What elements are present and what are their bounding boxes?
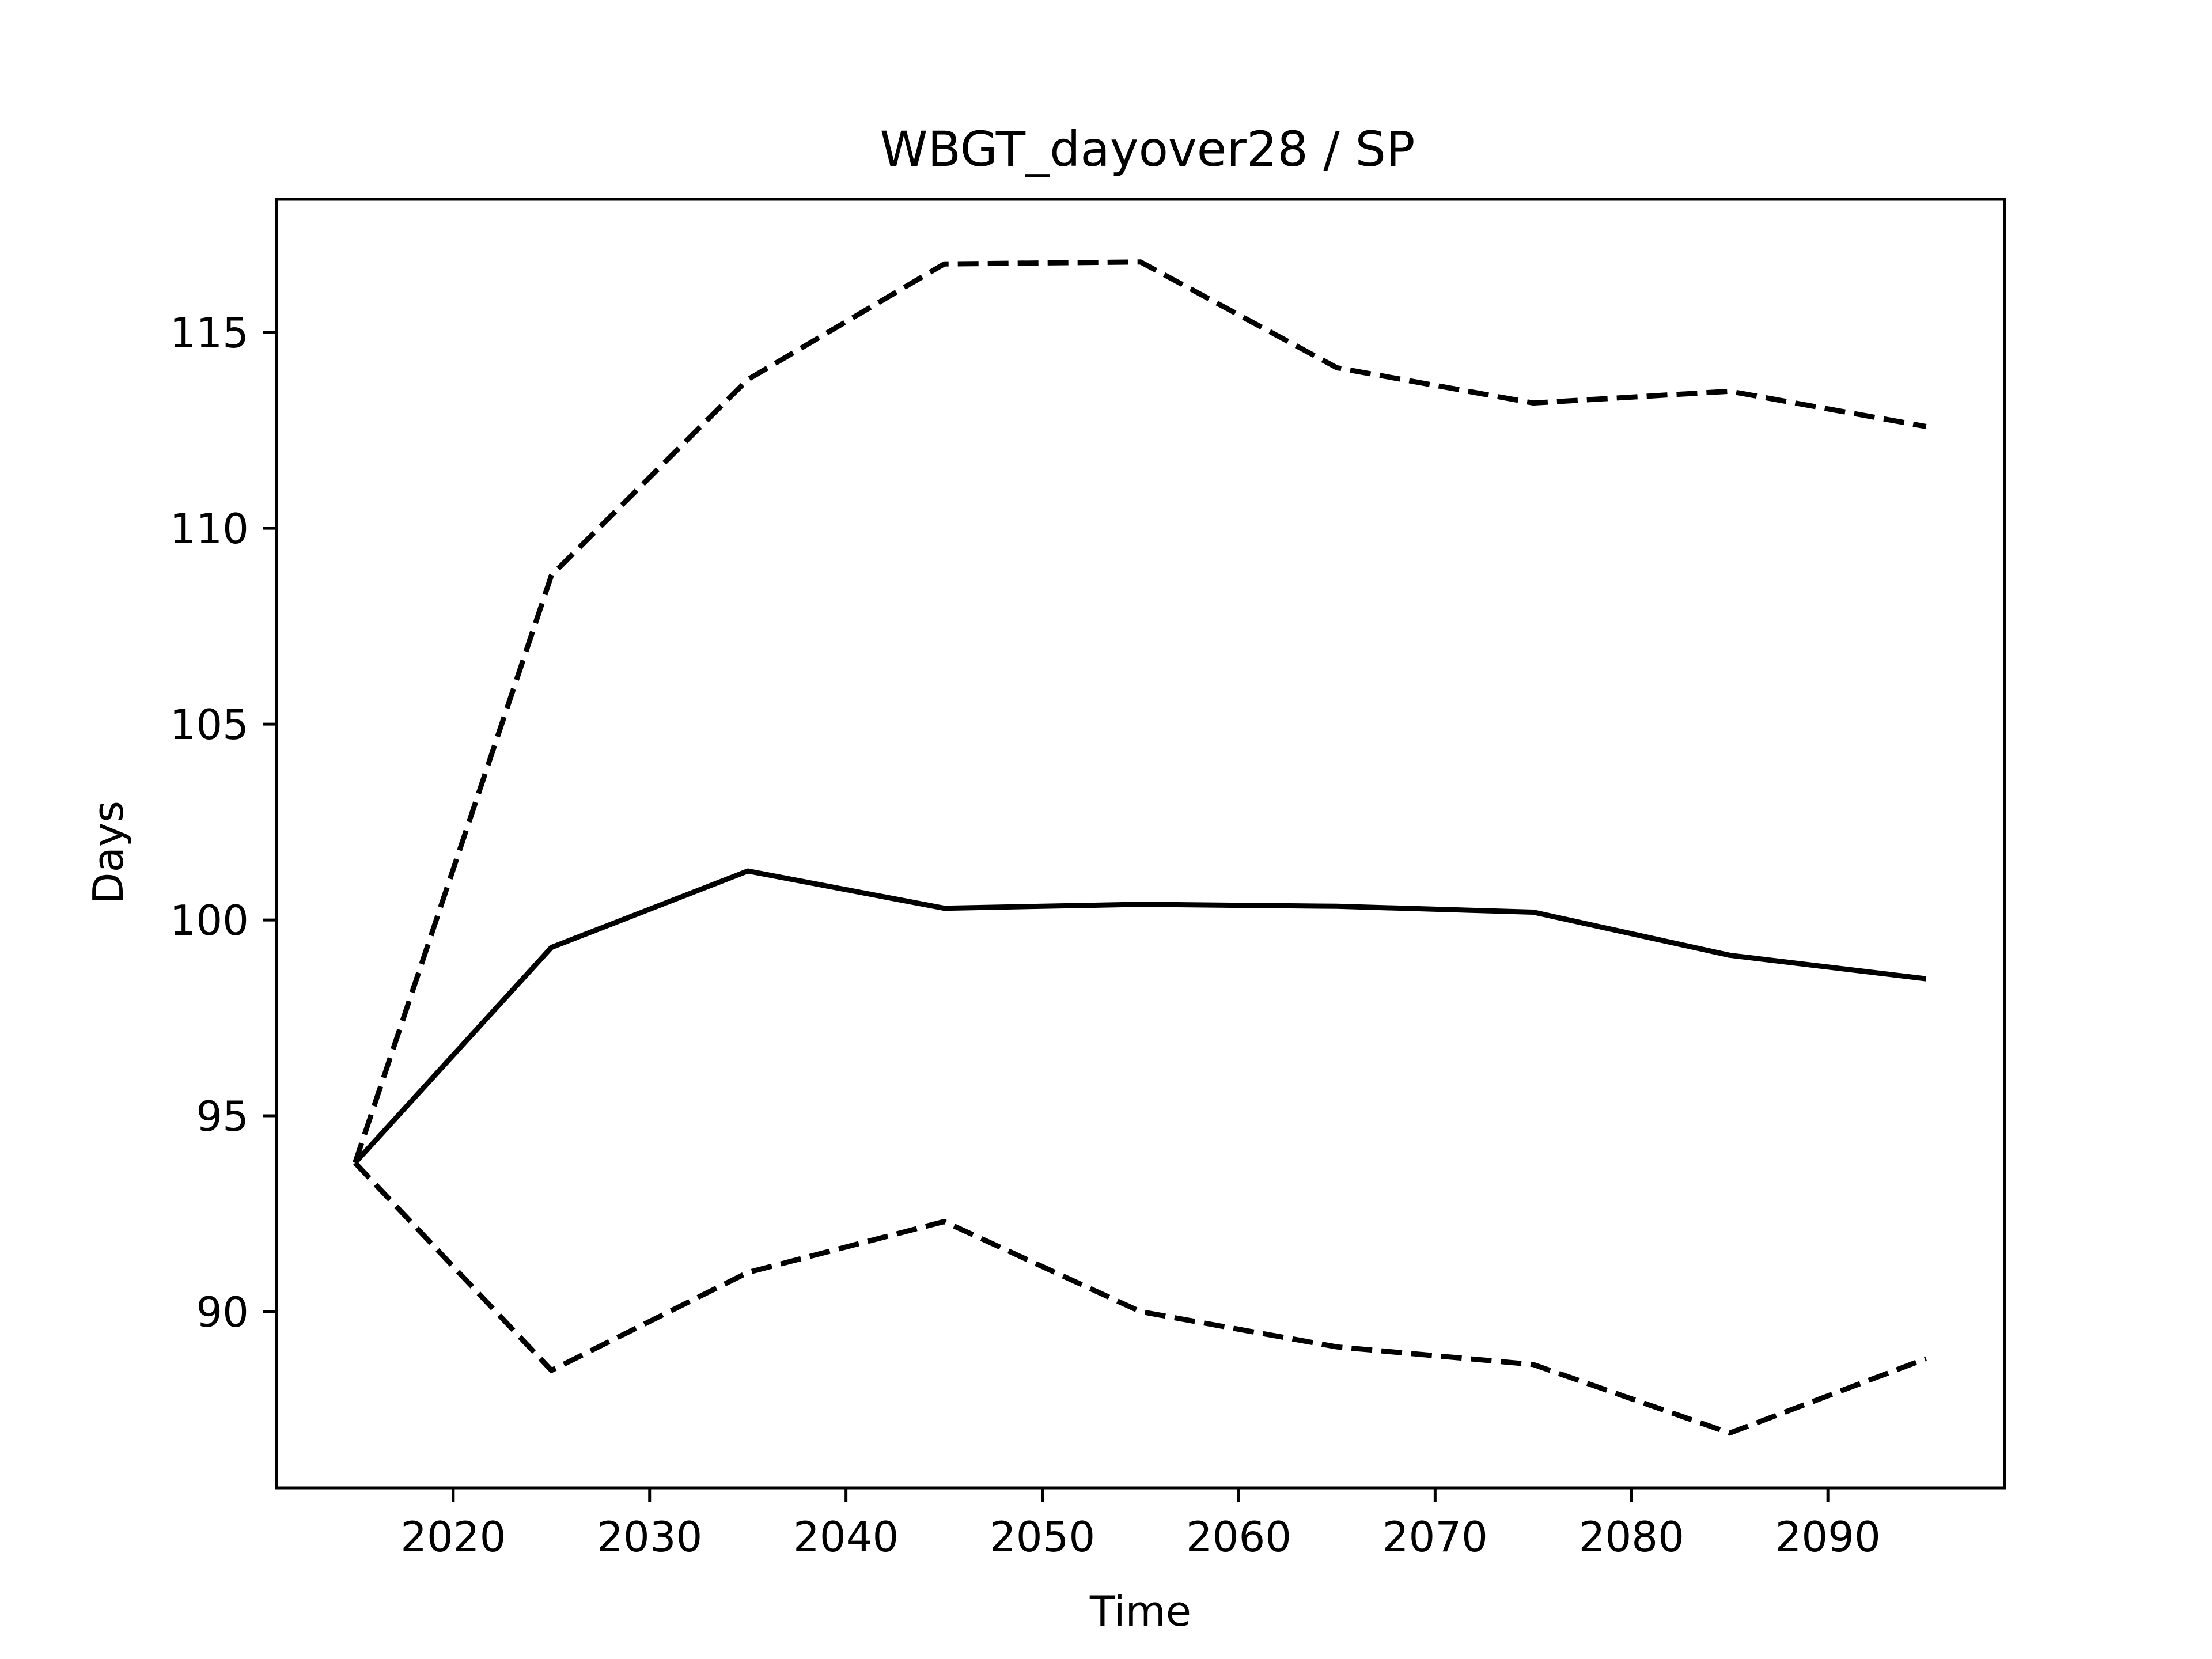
x-tick-label: 2050 — [990, 1513, 1095, 1561]
x-tick-label: 2020 — [400, 1513, 506, 1561]
y-tick-label: 105 — [170, 700, 249, 749]
x-tick-label: 2060 — [1186, 1513, 1291, 1561]
y-tick-label: 90 — [196, 1288, 249, 1336]
series-line-1 — [353, 259, 1927, 1164]
y-tick-label: 100 — [170, 896, 249, 945]
series-lines — [353, 259, 1927, 1436]
x-tick-label: 2040 — [793, 1513, 899, 1561]
x-tick-label: 2090 — [1775, 1513, 1881, 1561]
x-tick-label: 2080 — [1579, 1513, 1684, 1561]
y-tick-label: 110 — [170, 505, 249, 553]
y-axis-label: Days — [84, 801, 132, 904]
x-tick-label: 2030 — [597, 1513, 702, 1561]
series-line-0 — [353, 868, 1927, 1165]
y-tick-label: 115 — [170, 309, 249, 357]
y-tick-label: 95 — [196, 1092, 249, 1141]
x-tick-label: 2070 — [1382, 1513, 1488, 1561]
axis-ticks: 2020 2030 2040 2050 2060 2070 2080 2090 90 95 100 1… — [170, 309, 1881, 1561]
plot-area-frame — [275, 198, 2006, 1490]
x-axis-label: Time — [1089, 1587, 1191, 1635]
chart-title: WBGT_dayover28 / SP — [880, 121, 1415, 177]
